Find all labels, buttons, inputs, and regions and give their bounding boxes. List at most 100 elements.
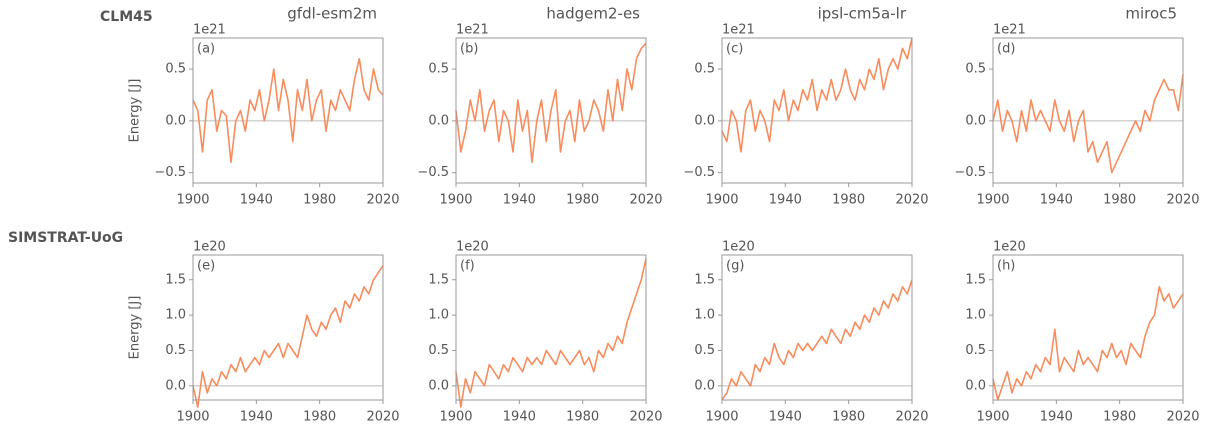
data-line (455, 42, 647, 164)
y-tick-label: 0.5 (428, 62, 449, 77)
scale-label: 1e21 (193, 23, 226, 38)
x-tick-label: 1940 (1040, 193, 1073, 208)
y-tick-label: 0.0 (965, 378, 986, 393)
panel-label: (b) (460, 42, 478, 57)
scale-label: 1e20 (722, 240, 755, 255)
data-line (455, 258, 647, 408)
x-tick-label: 1980 (303, 193, 336, 208)
y-tick-label: 0.0 (165, 378, 186, 393)
y-axis-label: Energy [J] (128, 296, 143, 360)
row-label: CLM45 (100, 9, 153, 25)
x-tick-label: 1900 (176, 410, 209, 425)
x-tick-label: 1900 (439, 410, 472, 425)
x-tick-label: 1980 (566, 193, 599, 208)
axes-frame (721, 37, 913, 184)
panel-label: (g) (726, 259, 744, 274)
x-tick-label: 1940 (240, 193, 273, 208)
panel-label: (d) (997, 42, 1015, 57)
x-tick-label: 1940 (240, 410, 273, 425)
y-tick-label: 0.5 (694, 62, 715, 77)
y-axis-label: Energy [J] (128, 79, 143, 143)
x-tick-label: 1980 (303, 410, 336, 425)
y-tick-label: 1.5 (965, 272, 986, 287)
y-tick-label: 1.0 (165, 308, 186, 323)
row-label: SIMSTRAT-UoG (8, 230, 123, 246)
x-tick-label: 1940 (1040, 410, 1073, 425)
y-tick-label: 0.0 (428, 378, 449, 393)
y-tick-label: 1.5 (428, 272, 449, 287)
y-tick-label: 1.0 (428, 308, 449, 323)
data-line (992, 285, 1184, 401)
axes-frame (192, 254, 384, 401)
data-line (721, 37, 913, 153)
x-tick-label: 1980 (832, 193, 865, 208)
x-tick-label: 2020 (629, 410, 662, 425)
y-tick-label: 0.5 (165, 62, 186, 77)
scale-label: 1e20 (193, 240, 226, 255)
y-tick-label: 0.5 (694, 343, 715, 358)
x-tick-label: 2020 (366, 410, 399, 425)
data-line (992, 74, 1184, 174)
x-tick-label: 1900 (976, 410, 1009, 425)
y-tick-label: −0.5 (954, 165, 986, 180)
y-tick-label: 1.0 (965, 308, 986, 323)
x-tick-label: 1940 (503, 193, 536, 208)
x-tick-label: 1900 (176, 193, 209, 208)
y-tick-label: −0.5 (683, 165, 715, 180)
x-tick-label: 1980 (1103, 193, 1136, 208)
scale-label: 1e21 (722, 23, 755, 38)
y-tick-label: 0.5 (965, 343, 986, 358)
x-tick-label: 2020 (895, 193, 928, 208)
y-tick-label: 0.0 (694, 113, 715, 128)
axes-frame (455, 37, 647, 184)
panel-label: (a) (197, 42, 215, 57)
y-tick-label: 0.5 (428, 343, 449, 358)
y-tick-label: 0.0 (165, 113, 186, 128)
y-tick-label: 0.0 (965, 113, 986, 128)
x-tick-label: 2020 (366, 193, 399, 208)
scale-label: 1e20 (456, 240, 489, 255)
scale-label: 1e21 (456, 23, 489, 38)
x-tick-label: 1900 (439, 193, 472, 208)
x-tick-label: 2020 (1166, 193, 1199, 208)
x-tick-label: 1980 (1103, 410, 1136, 425)
x-tick-label: 1980 (566, 410, 599, 425)
x-tick-label: 1900 (976, 193, 1009, 208)
y-tick-label: 0.0 (694, 378, 715, 393)
axes-frame (992, 37, 1184, 184)
axes-frame (192, 37, 384, 184)
x-tick-label: 2020 (895, 410, 928, 425)
panel-label: (h) (997, 259, 1015, 274)
data-line (192, 265, 384, 408)
x-tick-label: 1900 (705, 410, 738, 425)
y-tick-label: 1.5 (694, 272, 715, 287)
y-tick-label: 0.5 (165, 343, 186, 358)
x-tick-label: 2020 (1166, 410, 1199, 425)
axes-frame (992, 254, 1184, 401)
y-tick-label: −0.5 (417, 165, 449, 180)
panel-label: (e) (197, 259, 215, 274)
axes-frame (455, 254, 647, 401)
panel-title: gfdl-esm2m (287, 5, 377, 23)
data-line (192, 57, 384, 164)
scale-label: 1e20 (993, 240, 1026, 255)
x-tick-label: 1980 (832, 410, 865, 425)
y-tick-label: 1.0 (694, 308, 715, 323)
y-tick-label: 0.5 (965, 62, 986, 77)
panel-label: (c) (726, 42, 743, 57)
x-tick-label: 1940 (503, 410, 536, 425)
y-tick-label: 0.0 (428, 113, 449, 128)
panel-title: ipsl-cm5a-lr (818, 5, 907, 23)
x-tick-label: 1940 (769, 193, 802, 208)
y-tick-label: 1.5 (165, 272, 186, 287)
x-tick-label: 1940 (769, 410, 802, 425)
data-line (721, 279, 913, 401)
panel-label: (f) (460, 259, 475, 274)
x-tick-label: 1900 (705, 193, 738, 208)
scale-label: 1e21 (993, 23, 1026, 38)
y-tick-label: −0.5 (154, 165, 186, 180)
panel-title: hadgem2-es (546, 5, 640, 23)
x-tick-label: 2020 (629, 193, 662, 208)
panel-title: miroc5 (1125, 5, 1177, 23)
